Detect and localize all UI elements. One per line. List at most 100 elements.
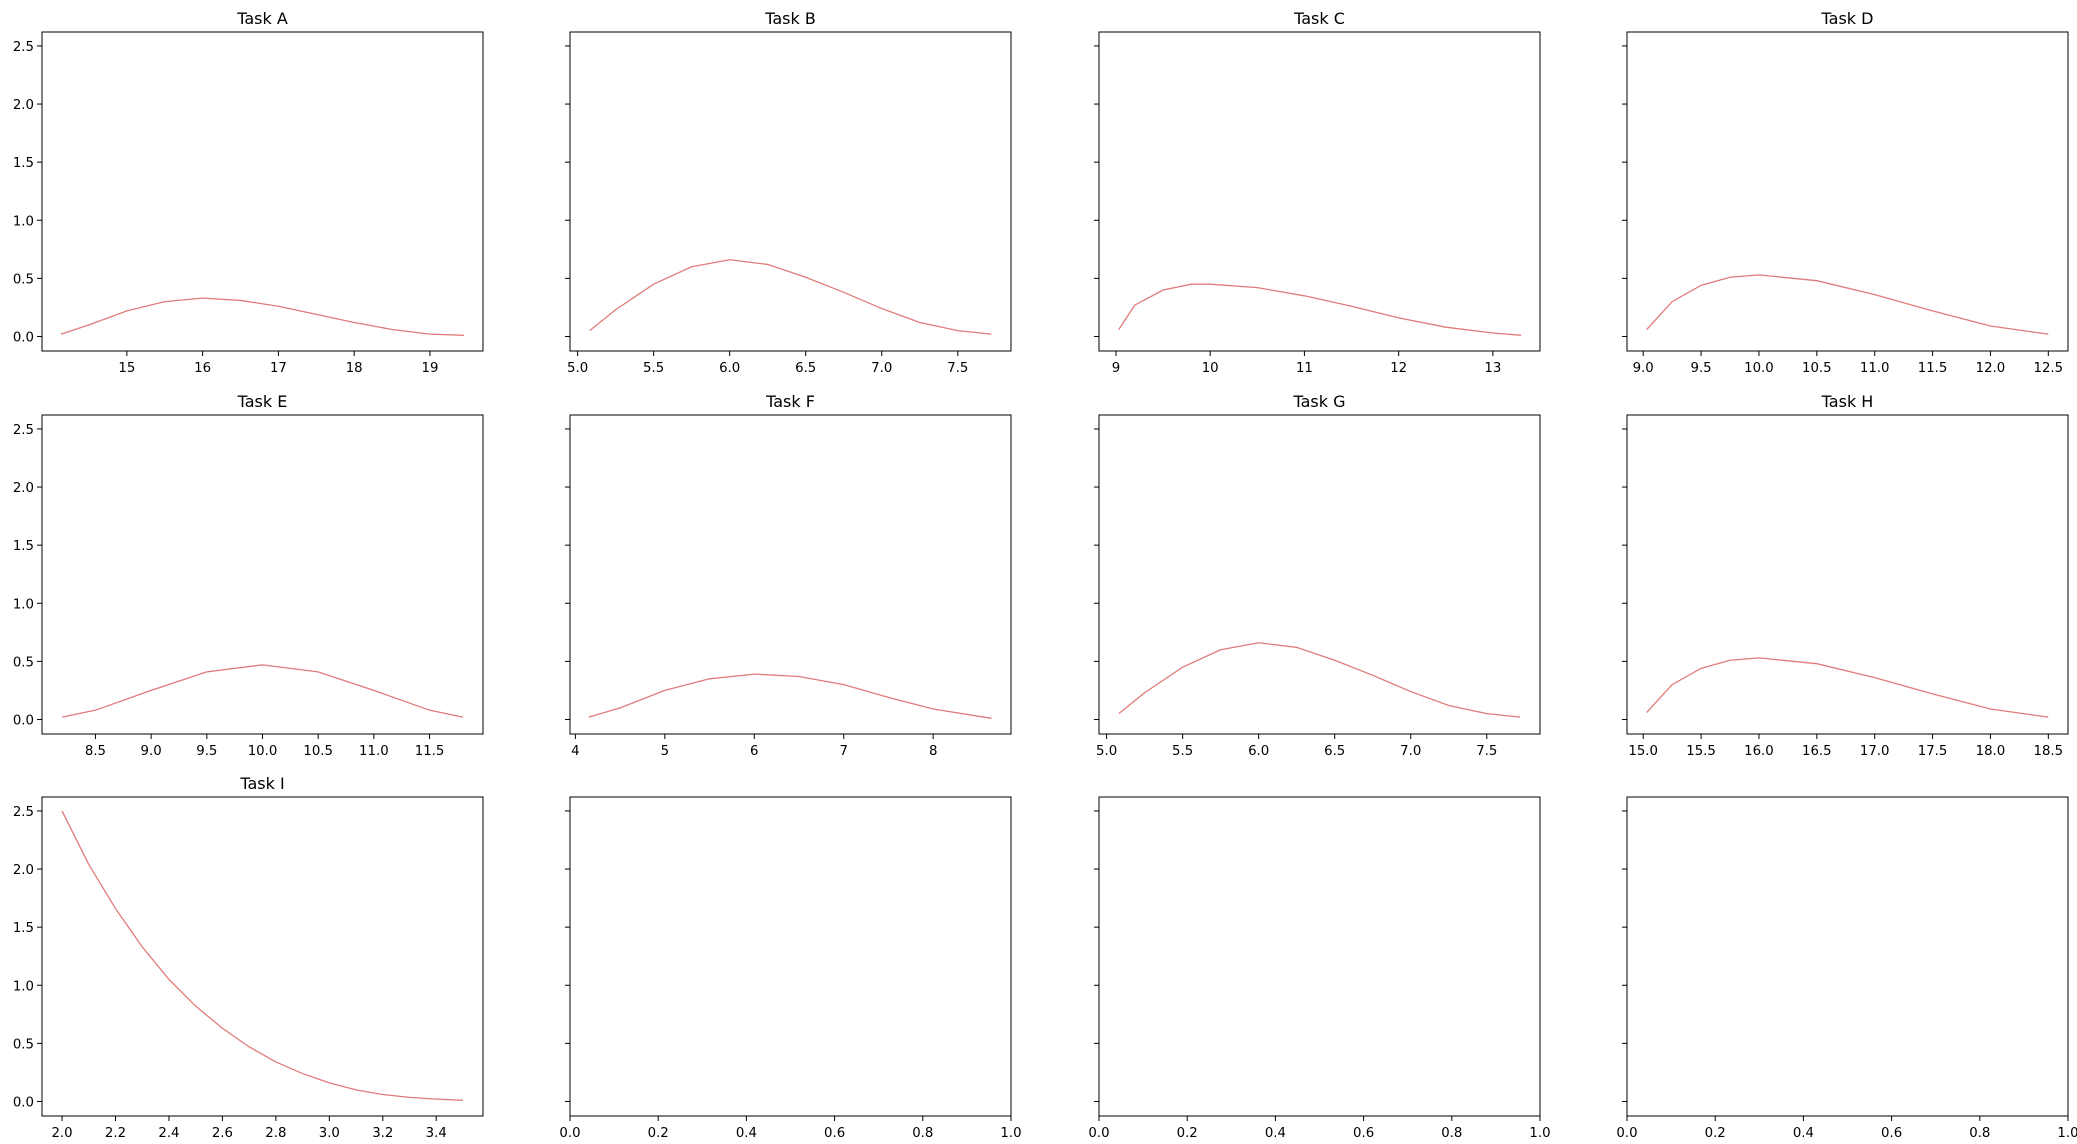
- x-tick-label: 0.6: [824, 1126, 845, 1141]
- x-tick-label: 2.0: [51, 1126, 72, 1141]
- y-tick-label: 0.0: [13, 713, 34, 728]
- axes-frame: [1098, 796, 1541, 1117]
- x-tick-label: 0.4: [736, 1126, 757, 1141]
- subplot-4: 9.0 9.5 10.0 10.5 11.0 11.5 12.0 12.5 Task D: [1622, 9, 2069, 376]
- x-tick-label: 0.4: [1265, 1126, 1286, 1141]
- x-tick-label: 7.5: [1476, 744, 1497, 759]
- x-tick-label: 9.0: [1633, 361, 1654, 376]
- x-tick-label: 0.2: [1177, 1126, 1198, 1141]
- subplot-7: 5.0 5.5 6.0 6.5 7.0 7.5 Task G: [1094, 392, 1541, 759]
- x-tick-label: 17: [270, 361, 287, 376]
- y-tick-label: 0.5: [13, 655, 34, 670]
- x-tick-label: 1.0: [1000, 1126, 1021, 1141]
- x-tick-label: 6.0: [1248, 744, 1269, 759]
- x-tick-label: 0.8: [1969, 1126, 1990, 1141]
- x-tick-label: 16.0: [1744, 744, 1774, 759]
- subplot-2: 5.0 5.5 6.0 6.5 7.0 7.5 Task B: [565, 9, 1012, 376]
- x-tick-label: 15.5: [1686, 744, 1716, 759]
- subplot-6: 4 5 6 7 8 Task F: [565, 392, 1012, 759]
- subplot-title: Task H: [1821, 392, 1874, 411]
- x-tick-label: 16.5: [1802, 744, 1832, 759]
- series-line: [1118, 283, 1522, 336]
- y-tick-label: 2.5: [13, 805, 34, 820]
- x-tick-label: 10.5: [1802, 361, 1832, 376]
- subplot-title: Task A: [236, 9, 288, 28]
- y-tick-label: 0.0: [13, 330, 34, 345]
- subplot-title: Task D: [1821, 9, 1874, 28]
- x-tick-label: 8: [929, 744, 937, 759]
- subplot-12: 0.0 0.2 0.4 0.6 0.8 1.0: [1616, 796, 2077, 1141]
- x-tick-label: 18.5: [2034, 744, 2064, 759]
- y-tick-label: 0.5: [13, 272, 34, 287]
- x-tick-label: 13: [1484, 361, 1501, 376]
- series-line: [1118, 642, 1521, 718]
- axes-frame: [1098, 31, 1541, 352]
- x-tick-label: 1.0: [2057, 1126, 2077, 1141]
- x-tick-label: 0.2: [1705, 1126, 1726, 1141]
- y-tick-label: 2.0: [13, 863, 34, 878]
- y-tick-label: 0.5: [13, 1037, 34, 1052]
- x-tick-label: 8.5: [85, 744, 106, 759]
- x-tick-label: 11.0: [359, 744, 389, 759]
- series-line: [588, 673, 992, 719]
- x-tick-label: 15.0: [1628, 744, 1658, 759]
- x-tick-label: 11.5: [1918, 361, 1948, 376]
- x-tick-label: 11.0: [1860, 361, 1890, 376]
- x-tick-label: 18.0: [1976, 744, 2006, 759]
- y-tick-label: 1.5: [13, 539, 34, 554]
- x-tick-label: 0.2: [648, 1126, 669, 1141]
- series-line: [589, 259, 992, 335]
- x-tick-label: 5.5: [643, 361, 664, 376]
- x-tick-label: 2.4: [158, 1126, 179, 1141]
- x-tick-label: 5: [661, 744, 669, 759]
- x-tick-label: 10.0: [248, 744, 278, 759]
- series-line: [1646, 274, 2049, 335]
- x-tick-label: 2.6: [212, 1126, 233, 1141]
- series-line: [61, 664, 464, 718]
- x-tick-label: 10.0: [1744, 361, 1774, 376]
- x-tick-label: 10.5: [303, 744, 333, 759]
- x-tick-label: 6: [750, 744, 758, 759]
- x-tick-label: 0.8: [1441, 1126, 1462, 1141]
- series-line: [61, 810, 463, 1101]
- y-tick-label: 2.5: [13, 40, 34, 55]
- subplot-title: Task I: [239, 774, 284, 793]
- x-tick-label: 7.0: [1400, 744, 1421, 759]
- y-tick-label: 2.0: [13, 98, 34, 113]
- x-tick-label: 6.0: [719, 361, 740, 376]
- x-tick-label: 0.0: [1616, 1126, 1637, 1141]
- x-tick-label: 9: [1112, 361, 1120, 376]
- x-tick-label: 1.0: [1529, 1126, 1550, 1141]
- x-tick-label: 5.0: [1096, 744, 1117, 759]
- axes-frame: [41, 31, 484, 352]
- x-tick-label: 0.6: [1353, 1126, 1374, 1141]
- x-tick-label: 3.2: [372, 1126, 393, 1141]
- y-tick-label: 1.0: [13, 214, 34, 229]
- x-tick-label: 15: [118, 361, 135, 376]
- axes-frame: [569, 414, 1012, 735]
- axes-frame: [41, 796, 484, 1117]
- x-tick-label: 12.0: [1976, 361, 2006, 376]
- y-tick-label: 1.0: [13, 597, 34, 612]
- x-tick-label: 5.5: [1172, 744, 1193, 759]
- x-tick-label: 7.0: [871, 361, 892, 376]
- x-tick-label: 9.0: [141, 744, 162, 759]
- axes-frame: [1626, 31, 2069, 352]
- subplot-title: Task B: [764, 9, 816, 28]
- series-line: [1646, 657, 2049, 718]
- x-tick-label: 9.5: [196, 744, 217, 759]
- x-tick-label: 7.5: [947, 361, 968, 376]
- x-tick-label: 0.4: [1793, 1126, 1814, 1141]
- x-tick-label: 19: [421, 361, 438, 376]
- x-tick-label: 9.5: [1691, 361, 1712, 376]
- x-tick-label: 2.2: [105, 1126, 126, 1141]
- subplot-11: 0.0 0.2 0.4 0.6 0.8 1.0: [1088, 796, 1551, 1141]
- subplot-1: 0.0 0.5 1.0 1.5 2.0 2.5 15 16 17 18 19 Task A: [13, 9, 484, 376]
- subplot-title: Task G: [1292, 392, 1345, 411]
- x-tick-label: 4: [571, 744, 579, 759]
- subplot-5: 0.0 0.5 1.0 1.5 2.0 2.5 8.5 9.0 9.5 10.0 10.5 11.0 1…: [13, 392, 484, 759]
- x-tick-label: 6.5: [795, 361, 816, 376]
- x-tick-label: 17.5: [1918, 744, 1948, 759]
- x-tick-label: 18: [346, 361, 363, 376]
- x-tick-label: 3.0: [319, 1126, 340, 1141]
